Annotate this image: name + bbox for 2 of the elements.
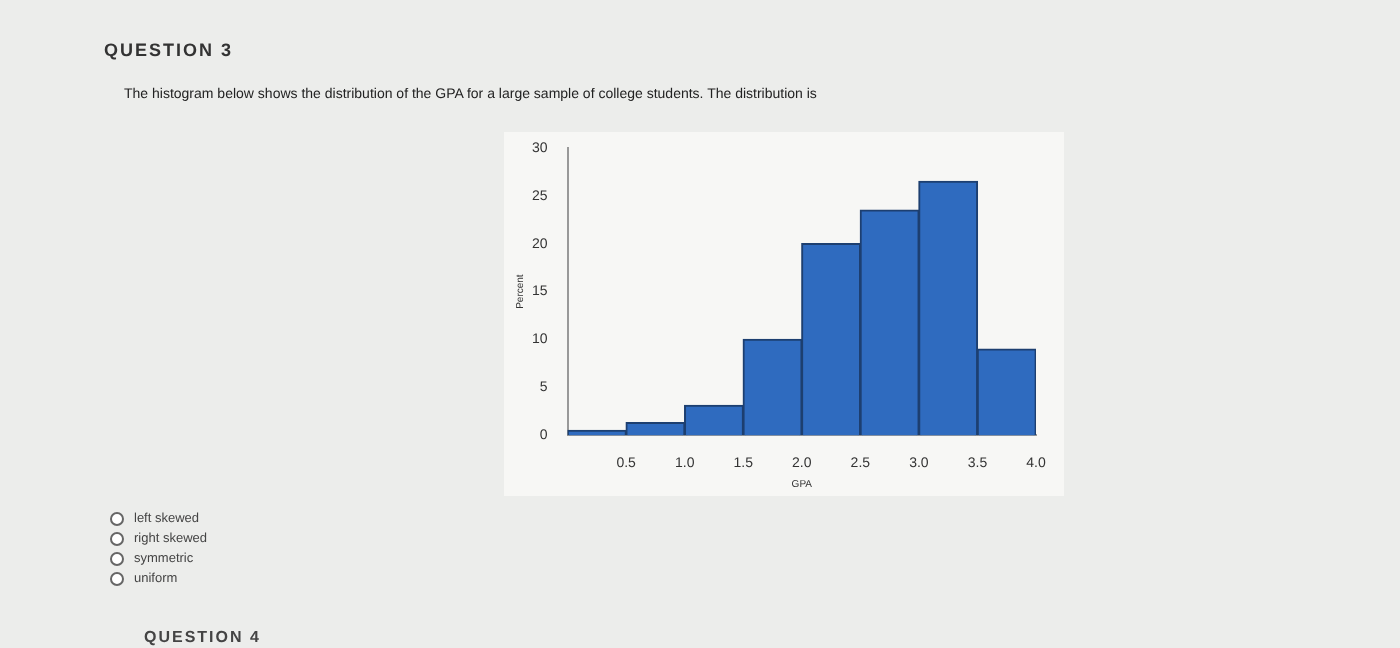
text: QUESTION 3 bbox=[104, 40, 234, 60]
text: QUESTION 4 bbox=[144, 628, 261, 646]
